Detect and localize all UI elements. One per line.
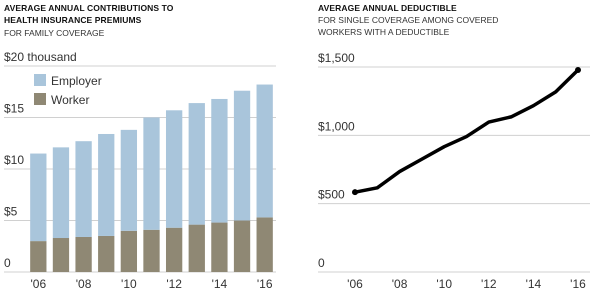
y-tick-label: $20 thousand: [4, 50, 77, 64]
bar-segment: [75, 141, 92, 237]
bar-segment: [120, 129, 138, 231]
line: [354, 68, 580, 194]
x-tick-label: '06: [347, 277, 363, 291]
bar-segment: [256, 84, 273, 218]
end-point: [575, 67, 581, 74]
bar-segment: [52, 147, 70, 239]
bar-segment: [143, 229, 160, 272]
x-tick-label: '14: [212, 277, 228, 291]
bar-segment: [30, 241, 47, 272]
bar-segment: [165, 110, 183, 228]
x-tick-label: '08: [76, 277, 92, 291]
legend-swatch: [34, 74, 46, 86]
bar-segment: [211, 222, 228, 272]
y-tick-label: 0: [4, 256, 11, 270]
chart-title: AVERAGE ANNUAL CONTRIBUTIONS TO HEALTH I…: [4, 3, 174, 25]
y-tick-label: 0: [318, 256, 325, 270]
bar-segment: [233, 220, 251, 272]
x-tick-label: '16: [257, 277, 273, 291]
x-tick-label: '14: [526, 277, 542, 291]
chart-title: AVERAGE ANNUAL DEDUCTIBLE: [318, 3, 457, 13]
bar-segment: [211, 98, 228, 223]
legend-label: Employer: [51, 74, 102, 88]
y-tick-label: $15: [4, 102, 24, 116]
y-tick-label: $1,000: [318, 119, 355, 133]
y-tick-label: $10: [4, 153, 24, 167]
bar-segment: [98, 133, 115, 236]
bar-segment: [256, 217, 273, 272]
bar-segment: [188, 103, 205, 225]
chart-subtitle: FOR SINGLE COVERAGE AMONG COVERED WORKER…: [318, 15, 499, 37]
x-tick-label: '10: [436, 277, 452, 291]
bar-segment: [143, 117, 160, 230]
x-tick-label: '12: [481, 277, 497, 291]
bar-segment: [98, 235, 115, 272]
x-tick-label: '16: [570, 277, 586, 291]
end-point: [352, 189, 358, 196]
chart-subtitle: FOR FAMILY COVERAGE: [4, 28, 105, 38]
bar-segment: [30, 153, 47, 242]
bar-segment: [75, 236, 92, 272]
y-tick-label: $1,500: [318, 51, 355, 65]
x-tick-label: '06: [30, 277, 46, 291]
bar-segment: [120, 230, 138, 272]
bar-segment: [233, 90, 251, 221]
legend-swatch: [34, 93, 46, 105]
bar-segment: [188, 224, 205, 272]
y-tick-label: $5: [4, 205, 18, 219]
legend-label: Worker: [51, 93, 89, 107]
bar-segment: [52, 238, 70, 272]
bar-segment: [165, 227, 183, 272]
y-tick-label: $500: [318, 188, 345, 202]
x-tick-label: '12: [166, 277, 182, 291]
x-tick-label: '08: [392, 277, 408, 291]
x-tick-label: '10: [121, 277, 137, 291]
